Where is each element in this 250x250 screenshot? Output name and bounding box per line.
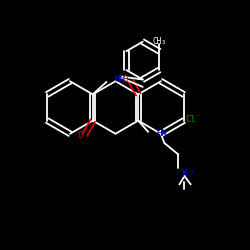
Text: O: O <box>77 131 82 140</box>
Text: +: + <box>190 168 194 173</box>
Text: O: O <box>122 75 128 84</box>
Text: HN: HN <box>114 76 125 84</box>
Text: Cl: Cl <box>185 116 196 124</box>
Text: ⁻: ⁻ <box>196 112 201 122</box>
Text: HN: HN <box>156 130 167 138</box>
Text: CH₃: CH₃ <box>152 37 166 46</box>
Text: N: N <box>182 168 188 178</box>
